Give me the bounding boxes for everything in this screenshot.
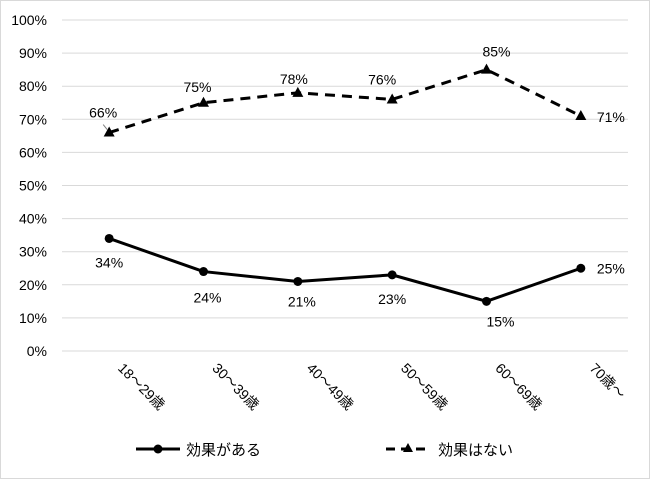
- x-tick-label: 40～49歳: [304, 360, 357, 413]
- data-label: 78%: [280, 71, 308, 87]
- legend-marker-triangle: [403, 443, 413, 452]
- data-point: [199, 267, 208, 277]
- y-tick-label: 60%: [19, 144, 47, 160]
- data-point: [103, 126, 115, 137]
- data-label: 66%: [89, 105, 117, 121]
- y-tick-label: 20%: [19, 277, 47, 293]
- y-tick-label: 40%: [19, 211, 47, 227]
- gridlines: [62, 19, 628, 352]
- data-point: [482, 296, 491, 306]
- data-point: [387, 270, 397, 280]
- data-point: [481, 63, 492, 74]
- data-point: [292, 86, 304, 97]
- y-tick-label: 80%: [19, 78, 47, 94]
- x-axis-ticks: 18～29歳 30～39歳 40～49歳 50～59歳 60～69歳 70歳～: [115, 360, 629, 413]
- label-leader-line: [102, 124, 108, 130]
- data-point: [386, 93, 398, 104]
- legend-item-series-1: 効果はない: [386, 442, 513, 459]
- y-tick-label: 50%: [19, 178, 47, 194]
- data-label: 21%: [288, 293, 316, 309]
- data-label: 85%: [482, 44, 510, 60]
- y-tick-label: 90%: [19, 45, 47, 61]
- x-tick-label: 18～29歳: [115, 360, 168, 413]
- legend-item-series-0: 効果がある: [136, 442, 261, 459]
- data-point: [576, 263, 586, 273]
- x-tick-label: 50～59歳: [398, 360, 451, 413]
- data-point: [104, 233, 114, 243]
- y-axis-ticks: 0% 10% 20% 30% 40% 50% 60% 70% 80% 90% 100%: [11, 12, 47, 359]
- legend: 効果がある 効果はない: [136, 442, 513, 459]
- x-tick-label: 60～69歳: [492, 360, 545, 413]
- x-tick-label: 30～39歳: [209, 360, 262, 413]
- legend-marker-circle: [153, 444, 163, 454]
- data-label: 71%: [597, 109, 625, 125]
- series-group: [103, 63, 587, 306]
- data-label: 24%: [193, 290, 221, 306]
- y-tick-label: 30%: [19, 244, 47, 260]
- series-line-0: [108, 237, 582, 303]
- y-tick-label: 0%: [27, 343, 47, 359]
- data-labels: 34% 24% 21% 23% 15% 25% 66% 75% 78% 76% 85% 71%: [89, 44, 625, 330]
- data-label: 23%: [378, 291, 406, 307]
- data-point: [198, 96, 209, 107]
- data-point: [575, 109, 587, 120]
- data-label: 25%: [597, 260, 625, 276]
- legend-label-series-1: 効果はない: [438, 442, 513, 459]
- series-line-1: [108, 68, 582, 134]
- legend-label-series-0: 効果がある: [186, 442, 261, 459]
- data-point: [293, 276, 303, 286]
- y-tick-label: 10%: [19, 310, 47, 326]
- x-tick-label: 70歳～: [587, 360, 629, 402]
- data-label: 34%: [95, 254, 123, 270]
- y-tick-label: 70%: [19, 111, 47, 127]
- y-tick-label: 100%: [11, 12, 47, 28]
- data-label: 15%: [486, 313, 514, 329]
- data-label: 75%: [183, 79, 211, 95]
- data-label: 76%: [368, 71, 396, 87]
